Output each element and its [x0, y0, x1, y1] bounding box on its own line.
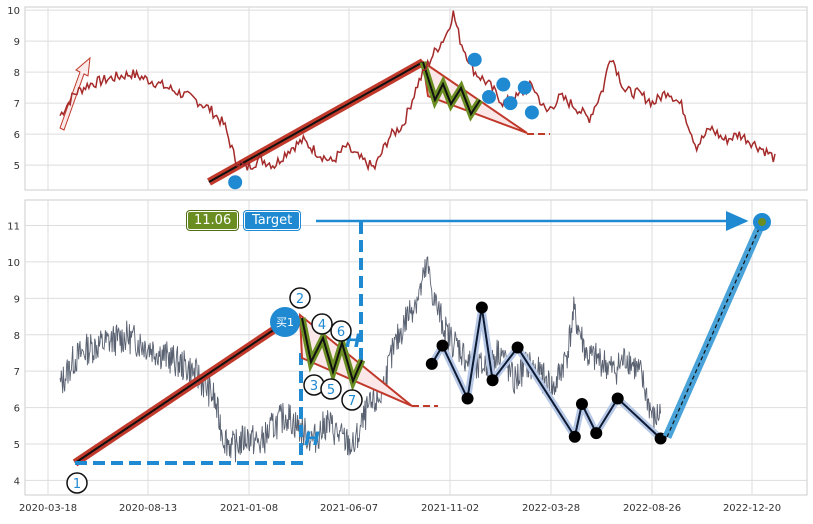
bottom-panel: 4 5 6 7 8 9 10 11 2020-03-18 2020-08-13 2021-01-0…: [7, 199, 808, 514]
pivot-marker: [467, 52, 482, 67]
zigzag-pivot: [575, 397, 588, 410]
x-tick-label: 2022-08-26: [623, 503, 681, 514]
zigzag-pivot: [654, 432, 667, 445]
y-tick-label: 4: [14, 476, 20, 487]
target-label-badge: Target: [244, 211, 301, 230]
pivot-marker: [503, 96, 518, 111]
y-tick-label: 10: [7, 258, 20, 269]
pattern-point-4: 4: [311, 313, 333, 335]
bottom-zigzag-black: [301, 317, 363, 384]
top-price-series: [59, 10, 776, 172]
bottom-price-series: [59, 256, 662, 463]
y-tick-label: 5: [14, 440, 20, 451]
pivot-marker: [517, 80, 532, 95]
pattern-point-5: 5: [320, 378, 342, 400]
pattern-point-1: 1: [66, 472, 88, 494]
bottom-x-tick-labels: 2020-03-18 2020-08-13 2021-01-08 2021-06-07…: [19, 503, 781, 514]
svg-text:7: 7: [348, 394, 356, 409]
pivot-marker: [482, 89, 496, 104]
x-tick-label: 2022-03-28: [522, 503, 580, 514]
top-panel: 5 6 7 8 9 10: [7, 6, 808, 191]
buy-signal-marker: [270, 307, 300, 337]
top-pivot-markers: [228, 52, 539, 190]
top-gridlines: [25, 7, 807, 190]
pattern-point-2: 2: [289, 287, 311, 309]
y-tick-label: 10: [7, 6, 20, 17]
svg-text:6: 6: [337, 325, 345, 340]
top-trendline-inner: [208, 61, 424, 183]
svg-text:4: 4: [318, 318, 326, 333]
bottom-plot-frame: [24, 199, 808, 496]
pattern-point-7: 7: [341, 389, 363, 411]
svg-text:2: 2: [296, 292, 304, 307]
pivot-marker: [496, 77, 511, 92]
x-tick-label: 2021-11-02: [421, 503, 479, 514]
svg-text:3: 3: [310, 379, 318, 394]
y-tick-label: 8: [14, 68, 20, 79]
target-price-badge: 11.06: [187, 211, 239, 230]
target-point-center: [758, 218, 766, 226]
y-tick-label: 7: [14, 367, 20, 378]
y-tick-label: 9: [14, 37, 20, 48]
post-pattern-pivots: [425, 301, 667, 445]
bottom-triangle-pattern: [298, 312, 413, 407]
bottom-y-tick-labels: 4 5 6 7 8 9 10 11: [7, 221, 20, 487]
zigzag-pivot: [461, 392, 474, 405]
x-tick-label: 2022-12-20: [723, 503, 781, 514]
top-zigzag-black: [422, 61, 481, 117]
buy-signal-label: 买1: [276, 316, 294, 329]
zigzag-pivot: [425, 357, 438, 370]
pivot-marker: [524, 105, 539, 120]
target-projection-outer: [662, 220, 767, 439]
zigzag-pivot: [568, 430, 581, 443]
x-tick-label: 2020-03-18: [19, 503, 77, 514]
svg-text:1: 1: [73, 477, 81, 492]
x-tick-label: 2021-01-08: [220, 503, 278, 514]
height-label-lower: H: [304, 428, 320, 450]
zigzag-pivot: [611, 392, 624, 405]
zigzag-pivot: [436, 339, 449, 352]
y-tick-label: 8: [14, 331, 20, 342]
zigzag-pivot: [590, 427, 603, 440]
y-tick-label: 6: [14, 404, 20, 415]
top-plot-frame: [24, 6, 808, 191]
y-tick-label: 11: [7, 221, 20, 232]
zigzag-pivot: [486, 374, 499, 387]
height-measure-left: [75, 350, 303, 465]
pivot-marker: [228, 175, 243, 190]
y-tick-label: 7: [14, 99, 20, 110]
svg-text:5: 5: [327, 383, 335, 398]
x-tick-label: 2021-06-07: [320, 503, 378, 514]
x-tick-label: 2020-08-13: [119, 503, 177, 514]
top-y-tick-labels: 5 6 7 8 9 10: [7, 6, 20, 172]
pattern-point-6: 6: [330, 320, 352, 342]
y-tick-label: 5: [14, 161, 20, 172]
zigzag-pivot: [511, 341, 524, 354]
y-tick-label: 6: [14, 130, 20, 141]
bottom-trendline-inner: [74, 322, 285, 464]
y-tick-label: 9: [14, 294, 20, 305]
zigzag-pivot: [475, 301, 488, 314]
